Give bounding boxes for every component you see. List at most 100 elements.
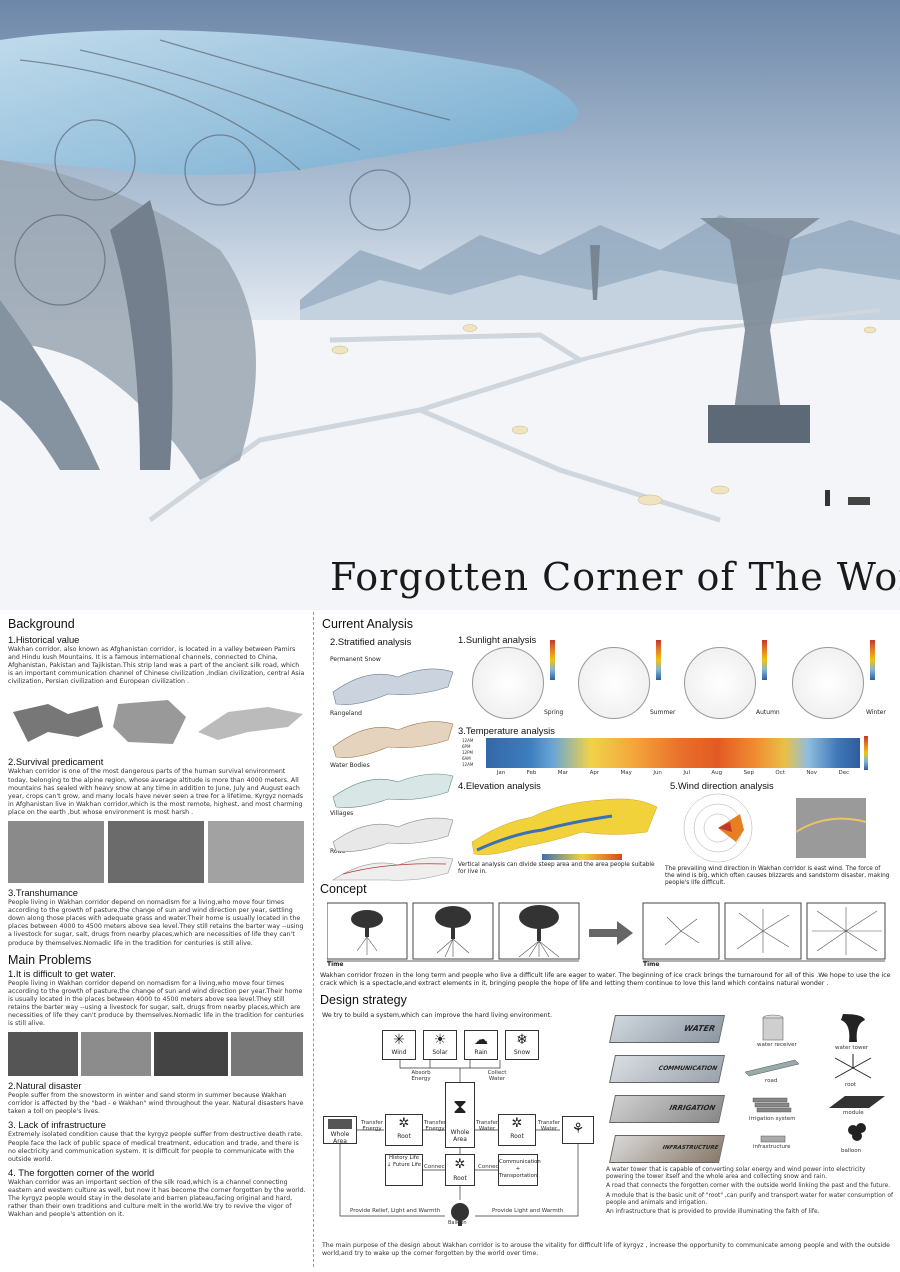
survival-heading: 2.Survival predicament: [8, 756, 104, 768]
temperature-heading: 3.Temperature analysis: [458, 725, 555, 736]
layer-water-label: WATER: [683, 1024, 717, 1033]
input-solar: ☀ Solar: [423, 1030, 457, 1060]
layer-irrigation: IRRIGATION: [609, 1095, 725, 1123]
input-wind-label: Wind: [391, 1049, 407, 1056]
node-root-right: ✲ Root: [498, 1114, 536, 1146]
input-rain-label: Rain: [474, 1049, 488, 1056]
temp-row-3: 6AM: [462, 756, 471, 761]
rain-cloud-icon: ☁: [474, 1032, 488, 1048]
input-snow-label: Snow: [513, 1049, 531, 1056]
root-icon: ✲: [398, 1116, 410, 1131]
water-tower-icon: ⧗: [452, 1094, 468, 1118]
component-water-receiver: water receiver: [757, 1042, 797, 1048]
temperature-heatmap: [486, 738, 860, 768]
input-rain: ☁ Rain: [464, 1030, 498, 1060]
strategy-flow: ✳ Wind ☀ Solar ☁ Rain ❄ Snow Absorb Ener…: [320, 1024, 600, 1229]
photo-shelter: [154, 1032, 228, 1077]
disaster-text: People suffer from the snowstorm in wint…: [8, 1092, 304, 1116]
month-may: May: [620, 770, 632, 776]
month-jul: Jul: [683, 770, 690, 776]
layer-label-snow: Permanent Snow: [330, 656, 381, 663]
strategy-intro: We try to build a system,which can impro…: [322, 1012, 553, 1019]
sun-sphere-winter: [792, 647, 864, 719]
time-label-right: Time: [643, 961, 660, 968]
input-solar-label: Solar: [432, 1049, 448, 1056]
temperature-row-labels: 12AM 6PM 12PM 6AM 12AM: [462, 738, 484, 768]
component-irrigation: irrigation system: [749, 1116, 796, 1122]
poster-title: Forgotten Corner of The World: [330, 555, 900, 599]
analysis-heading: Current Analysis: [322, 617, 414, 631]
balloon-label: Balloon: [448, 1220, 467, 1226]
sun-legend-winter: [870, 640, 875, 680]
month-feb: Feb: [526, 770, 537, 776]
sun-label-summer: Summer: [650, 709, 676, 716]
sun-label-autumn: Autumn: [756, 709, 780, 716]
input-wind: ✳ Wind: [382, 1030, 416, 1060]
landscape-icon: [328, 1119, 352, 1129]
photo-nomad-yak: [108, 821, 204, 884]
node-root-bottom: ✲ Root: [445, 1154, 475, 1186]
temperature-month-axis: Jan Feb Mar Apr May Jun Jul Aug Sep Oct …: [486, 770, 860, 779]
layer-infrastructure: INFRASTRUCTURE: [609, 1135, 725, 1163]
component-infrastructure: infrastructure: [753, 1144, 791, 1150]
flow-transfer-energy-1: Transfer Energy: [360, 1120, 384, 1132]
photo-sheep: [8, 1032, 78, 1077]
sun-legend-summer: [656, 640, 661, 680]
node-root-left: ✲ Root: [385, 1114, 423, 1146]
month-dec: Dec: [838, 770, 850, 776]
water-problem-heading: 1.It is difficult to get water.: [8, 967, 116, 979]
component-water-tower: water tower: [835, 1045, 869, 1051]
month-apr: Apr: [589, 770, 600, 776]
plant-icon: ⚘: [571, 1121, 585, 1137]
wind-icon: ✳: [393, 1032, 405, 1048]
historical-heading: 1.Historical value: [8, 634, 80, 645]
flow-connect-2: Connect: [478, 1164, 501, 1170]
layer-stack: WATER COMMUNICATION IRRIGATION INFRASTRU…: [609, 1015, 725, 1165]
absorb-energy-label: Absorb Energy: [411, 1070, 431, 1082]
concept-heading: Concept: [320, 882, 367, 896]
temp-row-2: 12PM: [462, 750, 473, 755]
layer-infrastructure-label: INFRASTRUCTURE: [662, 1145, 719, 1151]
sun-label-winter: Winter: [866, 709, 886, 716]
flow-transfer-energy-2: Transfer Energy: [424, 1120, 447, 1132]
strategy-heading: Design strategy: [320, 993, 407, 1007]
hero-render: Forgotten Corner of The World: [0, 0, 900, 610]
photo-caravan: [208, 821, 304, 884]
node-whole-area-left-label: Whole Area: [330, 1131, 350, 1145]
month-sep: Sep: [743, 770, 754, 776]
photo-child: [231, 1032, 303, 1077]
column-divider: [313, 612, 314, 1267]
infrastructure-heading: 3. Lack of infrastructure: [8, 1119, 106, 1131]
sunlight-heading: 1.Sunlight analysis: [458, 634, 537, 645]
flow-provide-right: Provide Light and Warmth: [492, 1208, 564, 1214]
month-jan: Jan: [496, 770, 506, 776]
stratified-layers: Permanent Snow Rangeland Water Bodies Vi…: [328, 652, 458, 881]
note-road: A road that connects the forgotten corne…: [606, 1183, 891, 1190]
survival-photos: [8, 821, 306, 884]
input-snow: ❄ Snow: [505, 1030, 539, 1060]
node-root-right-label: Root: [510, 1133, 524, 1140]
temp-row-0: 12AM: [462, 738, 474, 743]
elevation-caption: Vertical analysis can divide steep area …: [458, 862, 655, 875]
node-root-left-label: Root: [397, 1133, 411, 1140]
forgotten-text: Wakhan corridor was an important section…: [8, 1178, 306, 1219]
forgotten-heading: 4. The forgotten corner of the world: [8, 1166, 155, 1178]
layer-water: WATER: [609, 1015, 725, 1043]
component-root: root: [845, 1082, 857, 1088]
survival-text: Wakhan corridor is one of the most dange…: [8, 768, 303, 816]
root-icon: ✲: [511, 1116, 523, 1131]
component-balloon: balloon: [841, 1148, 862, 1154]
infrastructure-text: Extremely isolated condition cause that …: [8, 1131, 303, 1163]
node-plants: ⚘: [562, 1116, 594, 1144]
photo-mountain-camp: [8, 821, 104, 884]
flow-transfer-water-1: Transfer Water: [476, 1120, 499, 1132]
left-column: Background 1.Historical value Wakhan cor…: [8, 617, 306, 1219]
node-history-life: History Life ↓ Future Life: [385, 1154, 423, 1186]
month-mar: Mar: [557, 770, 569, 776]
flow-transfer-water-2: Transfer Water: [538, 1120, 561, 1132]
temp-row-4: 12AM: [462, 762, 474, 767]
sun-sphere-autumn: [684, 647, 756, 719]
transhumance-text: People living in Wakhan corridor depend …: [8, 899, 304, 947]
wind-rose: [683, 793, 867, 863]
layer-communication-label: COMMUNICATION: [657, 1065, 718, 1072]
